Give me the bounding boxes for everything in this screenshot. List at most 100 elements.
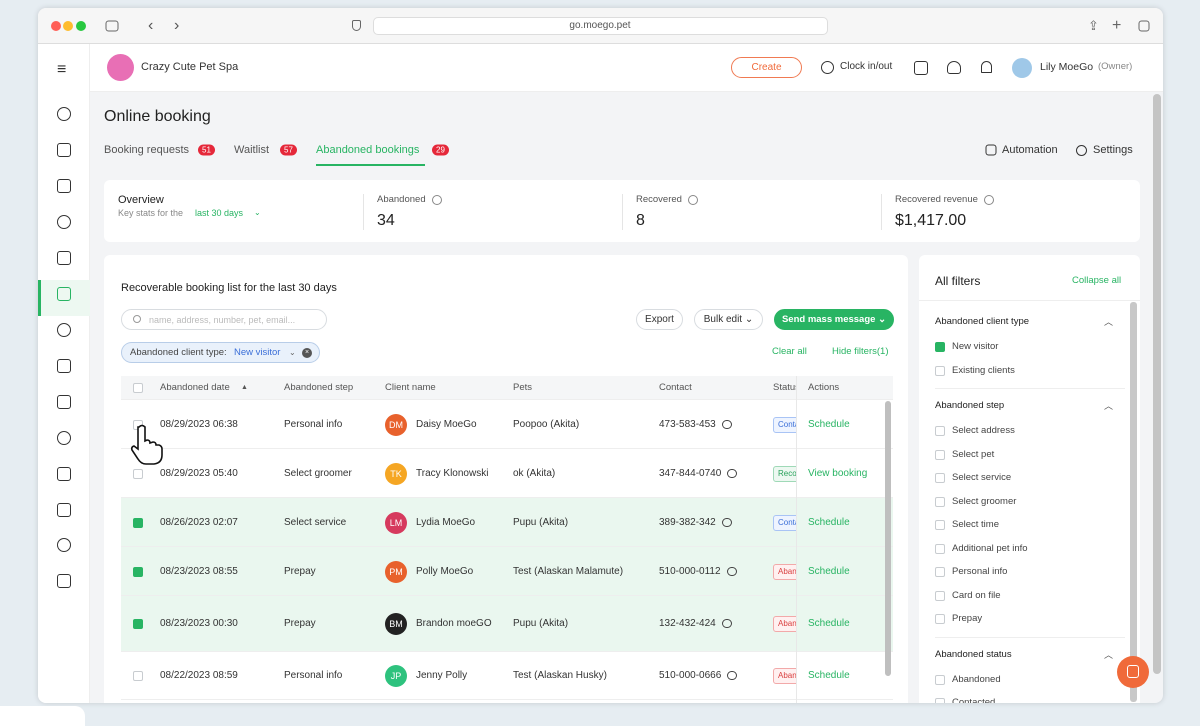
message-icon[interactable] xyxy=(727,671,737,680)
chip-remove[interactable]: × xyxy=(302,348,312,358)
collapse-all[interactable]: Collapse all xyxy=(1072,275,1122,286)
back[interactable]: ‹ xyxy=(148,17,154,34)
filter-group-title: Abandoned client type xyxy=(935,316,1030,327)
automation[interactable]: Automation xyxy=(1002,144,1058,156)
nav-icon[interactable] xyxy=(57,395,71,409)
create-button[interactable]: Create xyxy=(731,57,802,78)
filter-checkbox[interactable] xyxy=(935,449,945,460)
row-action[interactable]: Schedule xyxy=(808,418,850,430)
menu-icon[interactable]: ≡ xyxy=(57,61,67,78)
list-card: Recoverable booking list for the last 30… xyxy=(104,255,908,703)
forward[interactable]: › xyxy=(174,17,180,34)
upload-icon[interactable] xyxy=(914,61,928,75)
column-header: Contact xyxy=(659,382,692,393)
status-clip: Abandoned xyxy=(773,616,796,632)
clock-label[interactable]: Clock in/out xyxy=(840,61,893,72)
nav-icon[interactable] xyxy=(57,287,71,301)
filter-checkbox[interactable] xyxy=(935,543,945,554)
nav-icon[interactable] xyxy=(57,359,71,373)
search-box[interactable] xyxy=(121,309,327,330)
row-checkbox[interactable] xyxy=(133,619,143,629)
message-icon[interactable] xyxy=(727,566,737,576)
collapse-chevron[interactable]: ︿ xyxy=(1104,401,1114,411)
filter-checkbox[interactable] xyxy=(935,426,945,436)
row-action[interactable]: Schedule xyxy=(808,565,850,577)
filter-group-title: Abandoned status xyxy=(935,648,1012,660)
filter-checkbox[interactable] xyxy=(935,342,945,352)
filter-checkbox[interactable] xyxy=(935,496,945,507)
table-row xyxy=(121,547,893,596)
shield xyxy=(352,20,361,31)
filter-checkbox[interactable] xyxy=(935,674,945,685)
nav-icon[interactable] xyxy=(57,431,71,445)
nav-icon[interactable] xyxy=(57,107,71,121)
hide-filters[interactable]: Hide filters(1) xyxy=(832,346,889,357)
nav-icon[interactable] xyxy=(57,467,71,481)
row-action[interactable]: View booking xyxy=(808,467,868,479)
filter-checkbox[interactable] xyxy=(935,567,945,577)
clear-all[interactable]: Clear all xyxy=(772,346,807,357)
tab[interactable]: Abandoned bookings xyxy=(316,144,420,156)
sidebar: ≡ xyxy=(38,44,90,703)
share[interactable]: ⇪ xyxy=(1088,18,1099,33)
row-action[interactable]: Schedule xyxy=(808,618,850,629)
collapse-chevron[interactable]: ︿ xyxy=(1104,317,1114,327)
message-icon[interactable] xyxy=(722,619,732,628)
new-tab[interactable]: + xyxy=(1112,17,1122,34)
row-checkbox[interactable] xyxy=(133,517,143,528)
settings[interactable]: Settings xyxy=(1093,144,1133,156)
tabs[interactable] xyxy=(1138,20,1150,32)
address-bar[interactable] xyxy=(373,17,828,35)
message-icon[interactable] xyxy=(722,419,732,429)
row-checkbox[interactable] xyxy=(133,566,143,577)
sidebar-toggle[interactable] xyxy=(105,20,119,32)
message-icon[interactable] xyxy=(722,517,732,527)
column-header: Pets xyxy=(513,382,533,393)
send-button[interactable]: Send mass message ⌄ xyxy=(774,309,894,330)
filter-chip[interactable] xyxy=(121,342,320,363)
chip-value: New visitor xyxy=(234,347,281,358)
client-avatar: PM xyxy=(385,560,407,583)
filter-checkbox[interactable] xyxy=(935,614,945,624)
export-button[interactable]: Export xyxy=(636,309,683,330)
bulk-edit-button[interactable]: Bulk edit ⌄ xyxy=(694,309,763,330)
filter-checkbox[interactable] xyxy=(935,520,945,530)
filter-checkbox[interactable] xyxy=(935,698,945,703)
nav-icon[interactable] xyxy=(57,215,71,229)
period-caret[interactable]: ⌄ xyxy=(254,208,261,217)
row-action[interactable]: Schedule xyxy=(808,516,850,528)
stat-value: $1,417.00 xyxy=(895,212,967,229)
overview-period[interactable]: last 30 days xyxy=(195,208,244,218)
contact: 132-432-424 xyxy=(659,618,716,629)
nav-icon[interactable] xyxy=(57,503,71,517)
close[interactable] xyxy=(51,21,61,31)
collapse-chevron[interactable]: ︿ xyxy=(1104,649,1114,660)
stat-label: Abandoned xyxy=(377,194,426,205)
minimize[interactable] xyxy=(63,21,73,31)
filter-checkbox[interactable] xyxy=(935,473,945,483)
client-name: Lydia MoeGo xyxy=(416,516,476,528)
row-checkbox[interactable] xyxy=(133,671,143,681)
support-icon[interactable] xyxy=(947,61,961,74)
zoom[interactable] xyxy=(76,21,86,31)
tab[interactable]: Waitlist xyxy=(234,144,270,156)
nav-icon[interactable] xyxy=(57,323,71,337)
chat-button[interactable] xyxy=(1117,656,1149,688)
filter-checkbox[interactable] xyxy=(935,365,945,376)
nav-icon[interactable] xyxy=(57,179,71,193)
nav-icon[interactable] xyxy=(57,538,71,552)
row-checkbox[interactable] xyxy=(133,468,143,479)
filter-option: Personal info xyxy=(952,566,1008,577)
select-all[interactable] xyxy=(133,383,143,393)
nav-icon[interactable] xyxy=(57,574,71,588)
message-icon[interactable] xyxy=(727,468,737,478)
nav-icon[interactable] xyxy=(57,251,71,265)
filter-checkbox[interactable] xyxy=(935,590,945,601)
tab[interactable]: Booking requests xyxy=(104,144,189,156)
user-name[interactable]: Lily MoeGo xyxy=(1040,61,1094,73)
overview-title: Overview xyxy=(118,194,164,206)
row-action[interactable]: Schedule xyxy=(808,670,850,681)
bell-icon[interactable] xyxy=(981,61,992,73)
nav-icon[interactable] xyxy=(57,143,71,157)
